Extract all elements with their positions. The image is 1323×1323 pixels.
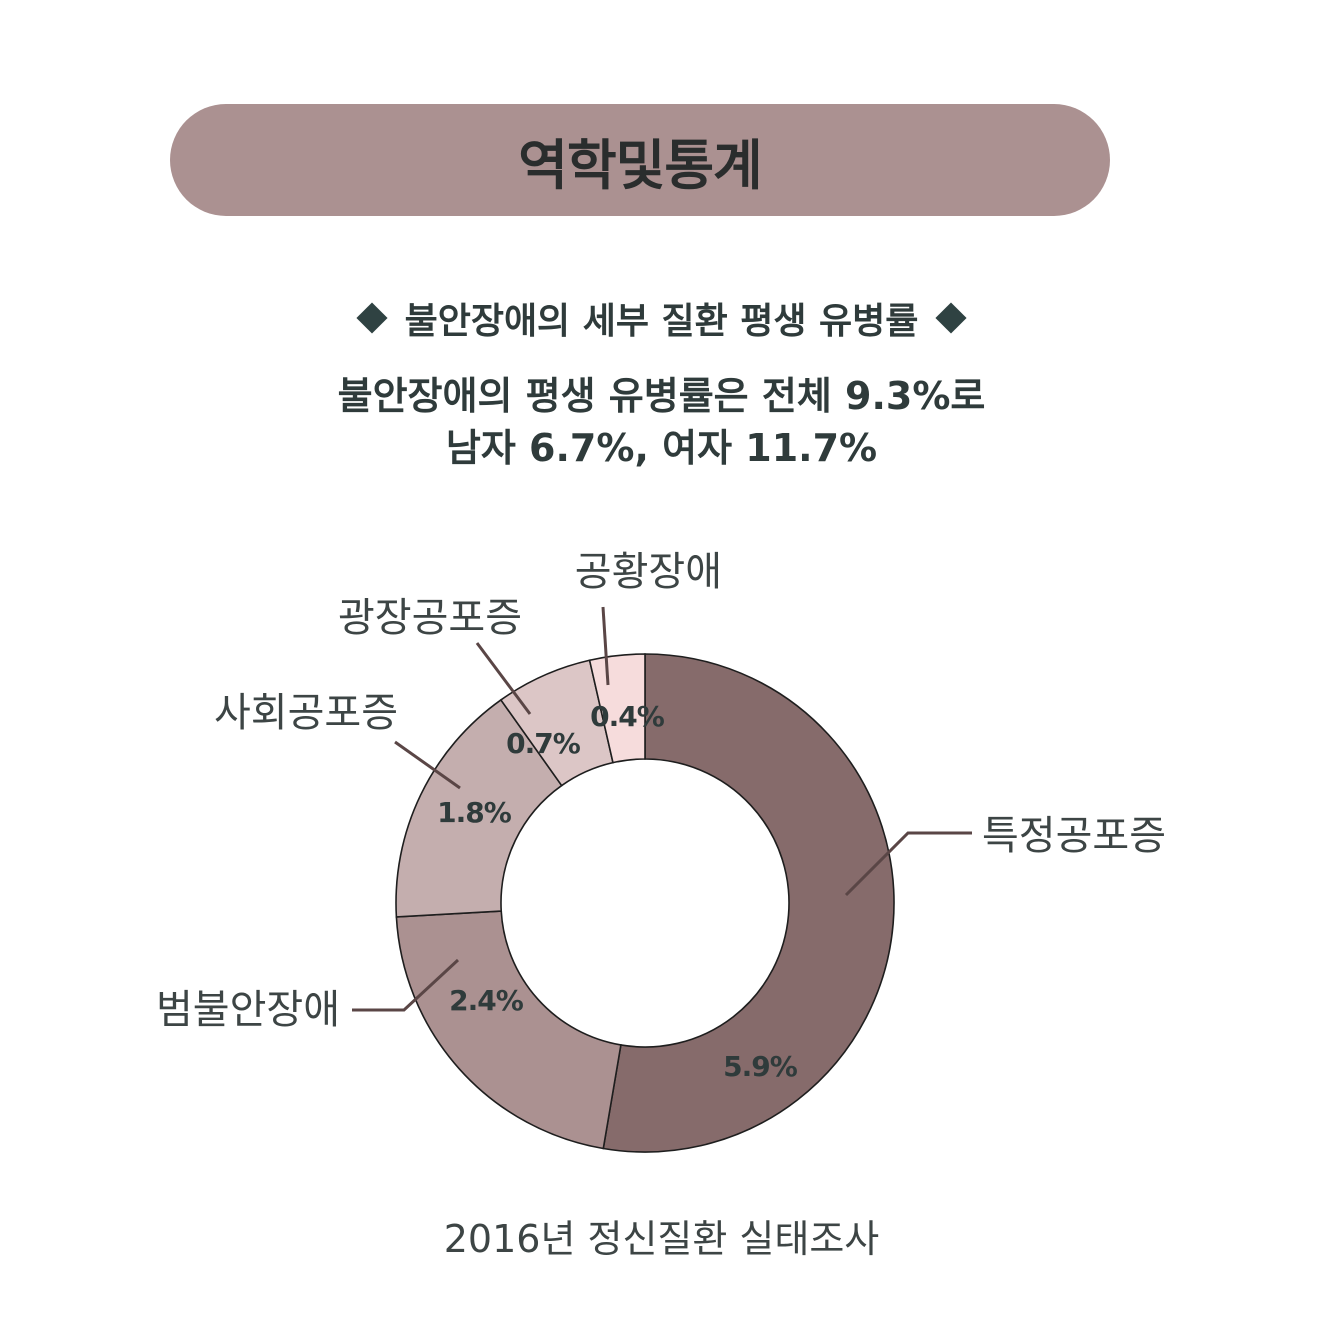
page-title: 역학및통계 bbox=[518, 133, 762, 197]
summary-text: 불안장애의 평생 유병률은 전체 9.3%로 남자 6.7%, 여자 11.7% bbox=[0, 370, 1323, 474]
leader-line-1 bbox=[844, 831, 972, 897]
category-label-3: 사회공포증 bbox=[214, 690, 398, 736]
category-label-2: 범불안장애 bbox=[156, 987, 340, 1033]
value-labels: 5.9% 2.4% 1.8% 0.7% 0.4% bbox=[437, 700, 799, 1083]
donut-slice-2 bbox=[395, 910, 622, 1150]
value-label-1: 5.9% bbox=[723, 1050, 798, 1083]
summary-line-2: 남자 6.7%, 여자 11.7% bbox=[445, 426, 878, 470]
section-heading-text: 불안장애의 세부 질환 평생 유병률 bbox=[404, 301, 919, 342]
leader-line-2 bbox=[352, 958, 460, 1012]
category-label-4: 광장공포증 bbox=[338, 595, 522, 641]
leader-lines bbox=[352, 606, 972, 1012]
leader-line-4 bbox=[475, 642, 532, 715]
donut-slices bbox=[395, 653, 895, 1153]
leader-line-3 bbox=[394, 740, 461, 790]
donut-slice-1 bbox=[602, 653, 895, 1153]
section-heading: 불안장애의 세부 질환 평생 유병률 bbox=[0, 292, 1323, 344]
value-label-2: 2.4% bbox=[449, 984, 524, 1017]
title-banner: 역학및통계 bbox=[170, 104, 1110, 216]
source-note: 2016년 정신질환 실태조사 bbox=[443, 1217, 880, 1261]
donut-slice-3 bbox=[395, 698, 563, 918]
value-label-3: 1.8% bbox=[437, 796, 512, 829]
category-label-5: 공황장애 bbox=[575, 549, 722, 595]
value-label-4: 0.7% bbox=[506, 727, 581, 760]
leader-line-5 bbox=[601, 606, 610, 686]
category-label-1: 특정공포증 bbox=[982, 813, 1166, 859]
value-label-5: 0.4% bbox=[590, 700, 665, 733]
summary-line-1: 불안장애의 평생 유병률은 전체 9.3%로 bbox=[337, 374, 986, 418]
